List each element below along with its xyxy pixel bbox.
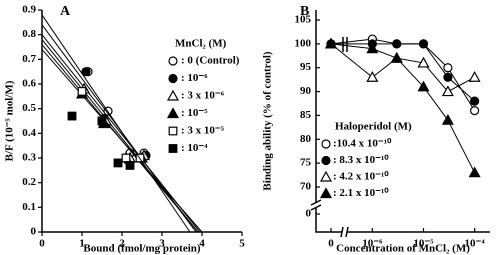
y-tick-label: 80 — [300, 133, 312, 145]
y-tick-label: 0 — [31, 226, 37, 238]
x-tick-label: 0 — [328, 238, 334, 250]
legend-label: : 10⁻⁴ — [181, 142, 208, 154]
legend-label: : 2.1 x 10⁻¹⁰ — [333, 187, 389, 199]
y-tick-label: 95 — [300, 61, 312, 73]
marker — [77, 86, 87, 96]
x-tick-label: 1 — [79, 238, 85, 250]
y-tick-label: 100 — [295, 37, 312, 49]
x-tick-label: 3 — [159, 238, 165, 250]
y-tick-label: 105 — [295, 14, 312, 26]
axis-break — [340, 226, 344, 238]
fit-line — [41, 39, 199, 233]
series-line — [330, 43, 476, 173]
marker — [366, 42, 379, 54]
marker — [319, 170, 333, 182]
marker — [443, 63, 453, 73]
x-tick-label: 10⁻⁶ — [362, 238, 383, 250]
legend-label: : 10⁻⁵ — [181, 107, 208, 119]
marker — [168, 126, 178, 136]
marker — [441, 113, 454, 125]
legend-label: : 10⁻⁶ — [181, 72, 208, 84]
marker — [417, 56, 430, 68]
legend-label: : 4.2 x 10⁻¹⁰ — [333, 171, 389, 183]
axis-break — [345, 226, 349, 238]
y-tick-label: 0.1 — [22, 201, 36, 213]
marker — [468, 166, 481, 178]
y-tick-label: 85 — [300, 109, 312, 121]
marker — [168, 73, 178, 84]
y-tick-label: 75 — [300, 157, 312, 169]
marker — [418, 39, 429, 49]
y-tick-label: 0.9 — [22, 4, 36, 16]
marker — [166, 89, 180, 101]
y-tick-label: 90 — [300, 85, 312, 97]
marker — [417, 80, 430, 92]
fit-line — [41, 14, 191, 233]
series-line — [330, 43, 475, 93]
axes — [315, 10, 490, 233]
x-tick-label: 4 — [199, 238, 205, 250]
y-tick-label: 70 — [300, 181, 312, 193]
marker — [324, 37, 338, 49]
y-tick-label: 0.5 — [22, 102, 36, 114]
marker — [67, 111, 77, 121]
x-axis-label: Concentration of MnCl₂ (M) — [336, 243, 470, 255]
panel-label: B — [300, 4, 309, 19]
y-tick-label: 0.3 — [22, 152, 36, 164]
axis-break — [310, 204, 322, 211]
marker — [319, 187, 333, 199]
legend-label: :10.4 x 10⁻¹⁰ — [333, 138, 392, 150]
marker — [321, 139, 331, 149]
marker — [81, 67, 91, 77]
marker — [168, 56, 178, 66]
series-line — [331, 43, 475, 102]
y-axis-label: Binding ability (% of control) — [262, 51, 274, 190]
series-line — [330, 38, 476, 111]
marker — [113, 158, 123, 168]
y-tick-label: 0.4 — [22, 127, 36, 139]
marker — [468, 71, 481, 82]
marker — [366, 71, 379, 82]
y-axis-label: B/F (10⁻⁵ mol/M) — [4, 80, 16, 161]
marker — [166, 107, 180, 119]
y-tick-label: 0 — [306, 208, 312, 220]
marker — [168, 144, 178, 153]
legend-label: : 3 x 10⁻⁵ — [181, 125, 225, 137]
x-tick-label: 2 — [119, 238, 125, 250]
marker — [392, 39, 402, 49]
axis-break — [310, 199, 322, 206]
marker — [390, 51, 403, 63]
legend-title: Haloperidol (M) — [335, 121, 412, 133]
marker — [470, 106, 480, 116]
y-tick-label: 0.8 — [22, 28, 36, 40]
legend-title: MnCl₂ (M) — [175, 38, 227, 50]
y-tick-label: 0.2 — [22, 176, 36, 188]
y-tick-label: 0.7 — [22, 53, 36, 65]
panel-label: A — [60, 4, 71, 19]
marker — [441, 85, 454, 97]
x-tick-label: 10⁻⁵ — [413, 238, 434, 250]
marker — [97, 116, 107, 126]
marker — [121, 153, 131, 163]
legend-label: : 3 x 10⁻⁶ — [181, 90, 225, 102]
marker — [470, 96, 480, 106]
marker — [443, 72, 453, 82]
x-tick-label: 0 — [39, 238, 45, 250]
x-axis-label: Bound (fmol/mg protein) — [83, 243, 200, 255]
x-tick-label: 10⁻⁴ — [465, 238, 486, 250]
y-tick-label: 0.6 — [22, 78, 36, 90]
legend-label: : 0 (Control) — [181, 55, 240, 67]
marker — [321, 155, 331, 166]
marker — [125, 161, 135, 170]
x-tick-label: 5 — [239, 238, 245, 250]
fit-line — [41, 49, 203, 233]
legend-label: : 8.3 x 10⁻¹⁰ — [333, 154, 389, 166]
